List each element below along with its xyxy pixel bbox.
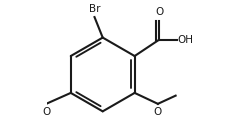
Text: O: O (153, 107, 161, 117)
Text: Br: Br (88, 4, 100, 14)
Text: OH: OH (177, 35, 193, 45)
Text: O: O (154, 7, 163, 17)
Text: O: O (42, 107, 50, 117)
